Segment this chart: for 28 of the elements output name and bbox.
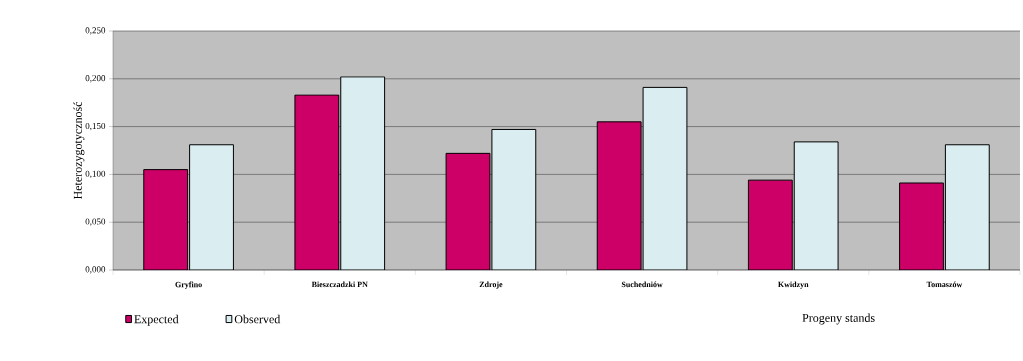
y-tick-label: 0,150 xyxy=(85,122,106,131)
x-tick-label: Zdroje xyxy=(479,281,503,289)
x-tick-label: Bieszczadzki PN xyxy=(311,281,368,288)
bar xyxy=(294,94,340,270)
bar xyxy=(340,76,386,270)
y-axis-title: Heterozygotyczność xyxy=(73,101,85,200)
bar xyxy=(899,182,944,270)
x-tick-label: Tomaszów xyxy=(926,281,963,288)
bar xyxy=(445,152,491,270)
y-tick-label: 0,000 xyxy=(85,266,106,274)
y-tick-label: 0,200 xyxy=(85,75,106,83)
y-tick-label: 0,050 xyxy=(85,218,106,226)
y-tick-label: 0,100 xyxy=(85,170,106,179)
x-axis-title: Progeny stands xyxy=(802,313,875,325)
x-tick-label: Kwidzyn xyxy=(778,281,809,289)
x-tick-label: Suchedniów xyxy=(621,281,663,288)
legend-label: Observed xyxy=(234,314,281,324)
bar xyxy=(642,86,688,270)
bar xyxy=(143,169,189,270)
y-tick-label: 0,250 xyxy=(85,27,106,35)
bar xyxy=(596,121,642,270)
x-tick-label: Gryfino xyxy=(175,281,202,289)
bar xyxy=(793,141,839,270)
bar xyxy=(747,179,793,270)
bar xyxy=(491,128,537,270)
bar xyxy=(189,144,234,270)
legend-label: Expected xyxy=(134,314,179,326)
bar xyxy=(944,144,990,270)
